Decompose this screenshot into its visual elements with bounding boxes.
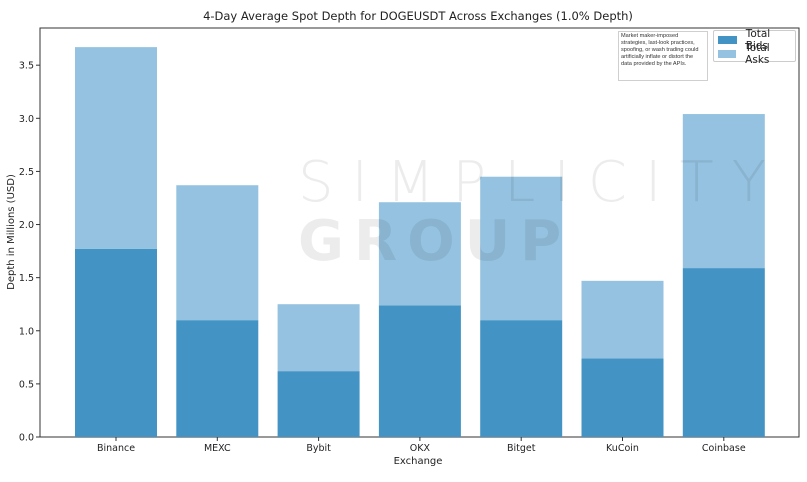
legend: Total Bids Total Asks bbox=[713, 28, 796, 66]
y-tick-label: 3.5 bbox=[19, 61, 34, 72]
bar-asks-bybit bbox=[277, 304, 360, 372]
bar-asks-mexc bbox=[176, 185, 259, 321]
x-tick-label: KuCoin bbox=[606, 443, 639, 454]
x-axis-label: Exchange bbox=[394, 456, 443, 467]
bar-bids-kucoin bbox=[581, 358, 664, 437]
bar-asks-binance bbox=[75, 47, 157, 249]
bar-bids-okx bbox=[378, 305, 461, 437]
x-tick-label: Bitget bbox=[507, 443, 536, 454]
bar-asks-kucoin bbox=[581, 280, 664, 359]
y-tick-label: 1.0 bbox=[19, 326, 34, 337]
bars bbox=[75, 47, 765, 437]
legend-label-asks: Total Asks bbox=[745, 42, 770, 66]
legend-swatch-asks bbox=[718, 50, 737, 58]
y-tick-label: 3.0 bbox=[19, 114, 34, 125]
x-tick-label: Bybit bbox=[306, 443, 331, 454]
legend-label-bids: Total Bids bbox=[745, 28, 771, 52]
y-axis-label: Depth in Millions (USD) bbox=[6, 174, 17, 290]
y-tick-label: 1.5 bbox=[19, 273, 34, 284]
x-tick-label: OKX bbox=[410, 443, 431, 454]
x-tick-label: Coinbase bbox=[702, 443, 746, 454]
x-tick-label: MEXC bbox=[204, 443, 231, 454]
chart-title: 4-Day Average Spot Depth for DOGEUSDT Ac… bbox=[203, 9, 633, 23]
ticks: Binance MEXC Bybit OKX Bitget KuCoin Coinbase 0… bbox=[19, 61, 746, 454]
bar-bids-bitget bbox=[480, 320, 563, 437]
bar-asks-coinbase bbox=[682, 114, 765, 269]
disclaimer-note: Market maker-imposed strategies, last-lo… bbox=[618, 31, 708, 81]
x-tick-label: Binance bbox=[97, 443, 135, 454]
y-tick-label: 0.5 bbox=[19, 379, 34, 390]
bar-asks-bitget bbox=[480, 176, 563, 321]
bar-asks-okx bbox=[378, 202, 461, 306]
bar-bids-coinbase bbox=[682, 268, 765, 437]
y-tick-label: 0.0 bbox=[19, 433, 34, 444]
legend-item-bids: Total Bids bbox=[718, 28, 795, 52]
y-tick-label: 2.0 bbox=[19, 220, 34, 231]
bar-bids-mexc bbox=[176, 320, 259, 437]
y-tick-label: 2.5 bbox=[19, 167, 34, 178]
bar-bids-binance bbox=[75, 248, 157, 437]
legend-item-asks: Total Asks bbox=[718, 42, 795, 66]
bar-bids-bybit bbox=[277, 371, 360, 437]
legend-swatch-bids bbox=[718, 36, 737, 44]
